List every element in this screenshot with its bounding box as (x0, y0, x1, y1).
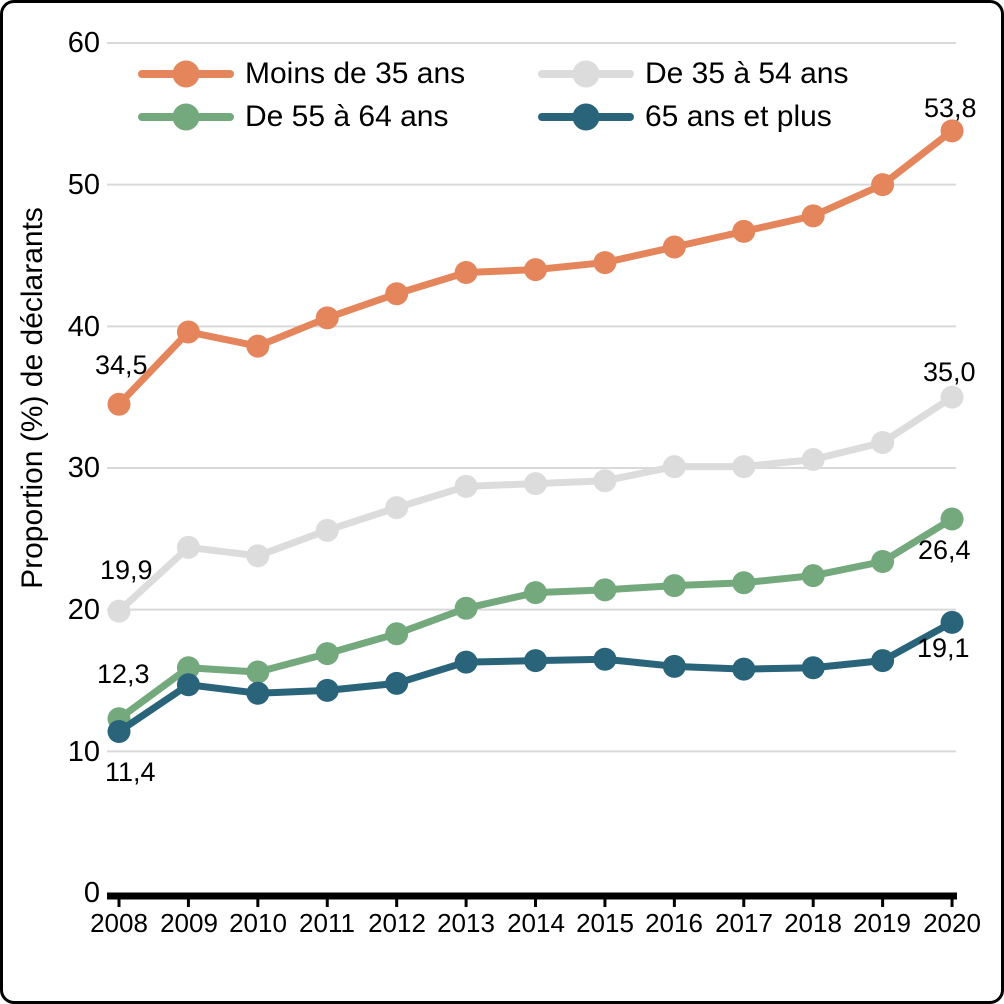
y-tick-label-50: 50 (67, 169, 100, 201)
point-label-moins-35-2020: 53,8 (924, 93, 977, 123)
point-marker-65-ans-et-plus-2011 (315, 678, 339, 702)
legend-swatch-de-55-a-64-ans (138, 103, 234, 131)
point-marker-65-ans-et-plus-2017 (732, 657, 756, 681)
point-marker-65-ans-et-plus-2014 (524, 649, 548, 673)
point-marker-de-55-a-64-ans-2010 (246, 660, 270, 684)
point-marker-moins-de-35-ans-2008 (107, 392, 131, 416)
legend-item-de-35-a-54-ans: De 35 à 54 ans (538, 56, 848, 92)
x-tick-label-2015: 2015 (576, 908, 634, 938)
point-label-65plus-2008: 11,4 (105, 757, 156, 787)
point-marker-de-55-a-64-ans-2011 (315, 642, 339, 666)
point-marker-moins-de-35-ans-2017 (732, 219, 756, 243)
y-tick-label-10: 10 (67, 736, 100, 768)
point-marker-moins-de-35-ans-2015 (593, 251, 617, 275)
point-marker-de-35-a-54-ans-2019 (871, 430, 895, 454)
point-marker-65-ans-et-plus-2008 (107, 719, 131, 743)
legend-swatch-65-ans-et-plus (538, 103, 634, 131)
point-marker-de-35-a-54-ans-2017 (732, 455, 756, 479)
point-marker-de-35-a-54-ans-2020 (940, 385, 964, 409)
point-marker-de-35-a-54-ans-2016 (662, 455, 686, 479)
y-tick-label-60: 60 (67, 27, 100, 59)
legend-swatch-moins-de-35-ans (138, 60, 234, 88)
legend-label: De 55 à 64 ans (245, 100, 449, 133)
x-tick-label-2020: 2020 (923, 908, 981, 938)
x-tick-label-2011: 2011 (299, 908, 355, 938)
point-marker-moins-de-35-ans-2019 (871, 173, 895, 197)
point-marker-de-35-a-54-ans-2012 (385, 496, 409, 520)
point-marker-de-55-a-64-ans-2012 (385, 622, 409, 646)
point-marker-de-35-a-54-ans-2018 (801, 447, 825, 471)
series-line-de-35-a-54-ans (115, 393, 956, 615)
point-marker-65-ans-et-plus-2015 (593, 647, 617, 671)
point-marker-65-ans-et-plus-2018 (801, 656, 825, 680)
point-marker-moins-de-35-ans-2016 (662, 235, 686, 259)
legend-marker-icon (572, 60, 600, 88)
point-marker-de-55-a-64-ans-2016 (662, 574, 686, 598)
point-marker-de-35-a-54-ans-2011 (315, 518, 339, 542)
x-tick-label-2013: 2013 (437, 908, 495, 938)
point-marker-65-ans-et-plus-2013 (454, 650, 478, 674)
x-tick-label-2019: 2019 (853, 908, 911, 938)
legend-item-moins-de-35-ans: Moins de 35 ans (138, 56, 465, 92)
legend-swatch-de-35-a-54-ans (538, 60, 634, 88)
x-tick-label-2014: 2014 (507, 908, 565, 938)
y-tick-label-30: 30 (67, 452, 100, 484)
point-marker-moins-de-35-ans-2010 (246, 334, 270, 358)
x-tick-label-2010: 2010 (229, 908, 287, 938)
point-marker-moins-de-35-ans-2013 (454, 260, 478, 284)
point-label-55-64-2020: 26,4 (918, 535, 971, 565)
point-marker-moins-de-35-ans-2012 (385, 282, 409, 306)
y-tick-label-40: 40 (67, 311, 100, 343)
legend-marker-icon (172, 103, 200, 131)
point-marker-65-ans-et-plus-2010 (246, 681, 270, 705)
x-tick-label-2018: 2018 (784, 908, 842, 938)
point-marker-65-ans-et-plus-2019 (871, 649, 895, 673)
point-marker-de-35-a-54-ans-2014 (524, 472, 548, 496)
y-tick-label-20: 20 (67, 594, 100, 626)
point-label-moins-35-2008: 34,5 (95, 350, 148, 380)
legend-marker-icon (172, 60, 200, 88)
legend-label: Moins de 35 ans (245, 57, 466, 90)
point-marker-moins-de-35-ans-2014 (524, 258, 548, 282)
point-marker-de-55-a-64-ans-2013 (454, 596, 478, 620)
point-label-35-54-2020: 35,0 (923, 357, 976, 387)
point-marker-moins-de-35-ans-2009 (176, 320, 200, 344)
series-line-65-ans-et-plus (115, 618, 956, 735)
point-marker-de-55-a-64-ans-2015 (593, 578, 617, 602)
x-tick-label-2012: 2012 (368, 908, 426, 938)
point-label-35-54-2008: 19,9 (100, 555, 153, 585)
legend-label: De 35 à 54 ans (645, 57, 849, 90)
point-marker-de-55-a-64-ans-2014 (524, 581, 548, 605)
x-tick-label-2009: 2009 (160, 908, 218, 938)
point-marker-de-55-a-64-ans-2017 (732, 571, 756, 595)
y-tick-label-0: 0 (83, 877, 100, 909)
x-tick-label-2017: 2017 (715, 908, 773, 938)
point-marker-moins-de-35-ans-2011 (315, 306, 339, 330)
point-marker-65-ans-et-plus-2016 (662, 654, 686, 678)
point-label-55-64-2008: 12,3 (97, 659, 150, 689)
legend-label: 65 ans et plus (645, 100, 832, 133)
point-marker-moins-de-35-ans-2020 (940, 119, 964, 143)
point-label-65plus-2020: 19,1 (917, 633, 970, 663)
point-marker-de-55-a-64-ans-2019 (871, 549, 895, 573)
point-marker-moins-de-35-ans-2018 (801, 204, 825, 228)
point-marker-de-35-a-54-ans-2013 (454, 474, 478, 498)
point-marker-de-55-a-64-ans-2009 (176, 656, 200, 680)
point-marker-de-35-a-54-ans-2015 (593, 469, 617, 493)
legend-item-de-55-a-64-ans: De 55 à 64 ans (138, 99, 448, 135)
x-tick-label-2008: 2008 (90, 908, 148, 938)
point-marker-de-55-a-64-ans-2020 (940, 507, 964, 531)
x-tick-label-2016: 2016 (645, 908, 703, 938)
point-marker-65-ans-et-plus-2012 (385, 671, 409, 695)
point-marker-de-35-a-54-ans-2010 (246, 544, 270, 568)
point-marker-65-ans-et-plus-2009 (176, 673, 200, 697)
legend-item-65-ans-et-plus: 65 ans et plus (538, 99, 832, 135)
point-marker-65-ans-et-plus-2020 (940, 610, 964, 634)
point-marker-de-35-a-54-ans-2008 (107, 599, 131, 623)
point-marker-de-55-a-64-ans-2018 (801, 564, 825, 588)
point-marker-de-35-a-54-ans-2009 (176, 535, 200, 559)
y-axis-title: Proportion (%) de déclarants (16, 207, 49, 589)
legend-marker-icon (572, 103, 600, 131)
